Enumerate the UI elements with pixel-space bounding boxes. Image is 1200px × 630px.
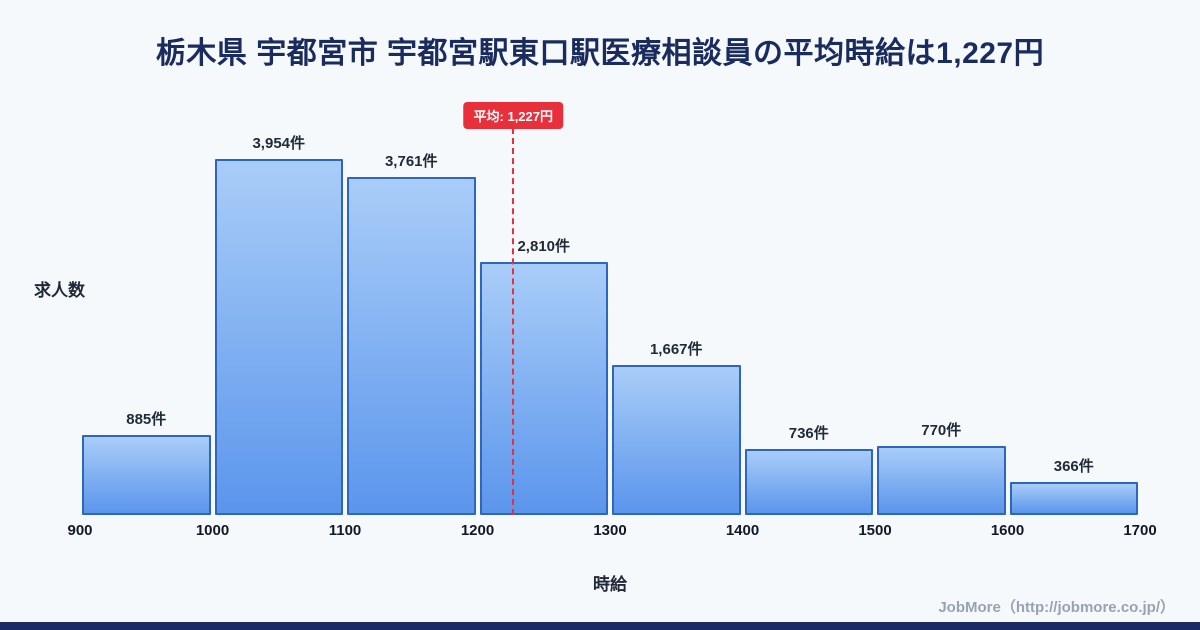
x-tick-label: 1300 — [593, 522, 627, 539]
bar — [479, 262, 608, 515]
x-tick-label: 1100 — [328, 522, 362, 539]
bar — [877, 446, 1006, 515]
bar-value-label: 1,667件 — [649, 341, 703, 358]
average-line — [512, 128, 515, 515]
bar-slot: 3,954件 — [214, 132, 343, 515]
bar-value-label: 366件 — [1053, 458, 1094, 475]
bar-slot: 770件 — [877, 419, 1006, 515]
x-axis-label: 時給 — [593, 575, 627, 594]
bar-value-label: 770件 — [921, 422, 962, 439]
x-tick-label: 1200 — [460, 522, 495, 539]
bar-value-label: 3,954件 — [252, 135, 306, 152]
x-tick-label: 1400 — [725, 522, 760, 539]
x-tick-label: 1000 — [195, 522, 230, 539]
bar — [1009, 482, 1138, 515]
bar-value-label: 3,761件 — [384, 153, 438, 170]
bottom-accent-bar — [0, 622, 1200, 630]
y-axis-label: 求人数 — [34, 281, 85, 300]
bar-value-label: 2,810件 — [517, 238, 571, 255]
x-tick-label: 1700 — [1123, 522, 1157, 539]
x-axis-ticks: 900 1000 1100 1200 1300 1400 1500 1600 1700 — [67, 522, 1156, 542]
histogram-chart: 885件 3,954件 3,761件 2,810件 1,667件 736件 770件 366件… — [80, 102, 1140, 515]
x-tick-label: 1600 — [990, 522, 1025, 539]
x-tick-label: 900 — [67, 522, 93, 539]
bar-slot: 2,810件 — [479, 235, 608, 515]
average-badge-label: 平均: 1,227円 — [473, 109, 554, 124]
footer-credit: JobMore（http://jobmore.co.jp/） — [938, 599, 1175, 616]
average-badge: 平均: 1,227円 — [463, 102, 564, 129]
bar-value-label: 736件 — [788, 425, 829, 442]
x-tick-label: 1500 — [858, 522, 892, 539]
bar-value-label: 885件 — [126, 411, 167, 428]
bar-slot: 736件 — [744, 422, 873, 515]
bar-slot: 1,667件 — [612, 338, 741, 515]
bar-slot: 3,761件 — [347, 150, 476, 515]
bar — [612, 365, 741, 515]
bar-slot: 885件 — [82, 408, 211, 515]
bar — [744, 449, 873, 515]
bar — [347, 177, 476, 515]
page-title: 栃木県 宇都宮市 宇都宮駅東口駅医療相談員の平均時給は1,227円 — [155, 37, 1045, 70]
bars: 885件 3,954件 3,761件 2,810件 1,667件 736件 770件 366件 — [80, 128, 1140, 515]
bar — [214, 159, 343, 515]
bar-slot: 366件 — [1009, 455, 1138, 515]
bar — [82, 435, 211, 515]
